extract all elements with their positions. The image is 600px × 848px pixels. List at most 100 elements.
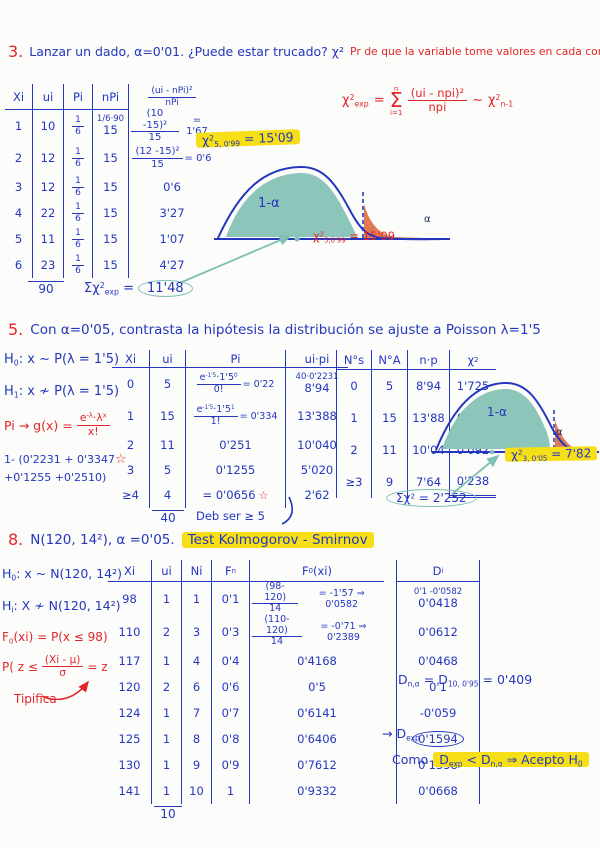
p3-chi-sum-value: 11'48 [137,280,193,297]
cell: 4 [150,482,186,508]
cell: 0 [336,370,372,402]
p8-title-row: 8. N(120, 14²), α =0'05. Test Kolmogorov… [8,530,374,549]
cell: 15 [93,142,129,174]
cell: 5 [5,226,33,252]
cell: 1 [152,752,182,778]
cell: 1/6·90 15 [93,110,129,142]
cell: 15 [150,400,186,432]
cell: 124 [108,700,152,726]
p5-critical-value-highlight: χ23, 0'05 = 7'82 [504,446,598,463]
column-header: Xi [112,350,150,368]
column-header: Ni [182,560,212,582]
column-header: N°A [372,350,408,370]
p8-como-label: Como [392,752,429,767]
cell: 0'3 [212,615,250,648]
cell: = 0'0656 ☆ [186,482,286,508]
cell: 1 [152,648,182,674]
cell: 0'8 [212,726,250,752]
cell: 0'1 [396,674,480,700]
cell: 0'1255 [186,457,286,482]
p8-standardize-formula: P( z ≤ (Xi - μ) σ = z [2,654,108,680]
cell: 15 [93,226,129,252]
p5-h0-hypothesis: H0: x ~ P(λ = 1'5) [4,352,120,368]
cell: 3 [112,457,150,482]
cell: 7 [182,700,212,726]
cell: 9 [372,466,408,498]
p8-conclusion-row: Como Dexp < Dn,α ⇒ Acepto H0 [392,752,589,768]
p8-ui-total: 10 [154,806,182,821]
p3-ui-total: 90 [28,281,64,296]
column-header: nPi [93,84,129,110]
cell: 6 [5,252,33,278]
cell: (110-120) 14 = -0'71 ⇒ 0'2389 [250,614,384,648]
p8-tipifica-label: Tipifica [14,692,57,706]
p5-chi-sum: Σχ2 = 2'252 [386,487,477,507]
p8-title: N(120, 14²), α =0'05. [30,531,175,548]
cell: 98 [108,582,152,615]
cell: 11 [150,432,186,457]
cell: 5'020 [300,462,334,477]
axis-point-dot [294,236,300,242]
column-header: (ui - nPi)² nPi [129,84,215,110]
p5-observed-table: Xi ui Pi ui·pi 0 5 e-1'5·1'50 0! = 0'22 4… [112,350,348,508]
cell: ≥4 [112,482,150,508]
cell: 4'27 [159,258,185,272]
column-header: Pi [186,350,286,368]
p8-dexp-pointer: → Dexp [382,726,420,743]
p3-critical-value-highlight: χ25, 0'99 = 15'09 [195,129,300,149]
p8-number: 8. [8,530,24,549]
cell: 0'4168 [297,654,337,668]
cell: 12 [33,142,64,174]
p8-f0-definition: F0(xi) = P(x ≤ 98) [2,630,108,646]
tipifica-arrow [41,680,89,700]
cell: 130 [108,752,152,778]
column-header: ui [150,350,186,368]
cell: 2 [152,674,182,700]
cell: 0'6406 [297,732,337,746]
cell: 11 [372,434,408,466]
cell: 0'1594 [396,726,480,752]
cell: 0'1 [212,582,250,615]
p5-title: Con α=0'05, contrasta la hipótesis la di… [30,321,541,338]
cell: 110 [108,615,152,648]
p5-tail-probability-calc: 1- (0'2231 + 0'3347☆ +0'1255 +0'2510) [4,452,127,484]
column-header: ui [152,560,182,582]
cell: (10 -15)² 15 = 1'67 [129,108,215,143]
cell: 0'6141 [297,706,337,720]
p3-critical-value-axis: χ25,0'99 = 15'09 [313,229,396,245]
cell: 1 [152,582,182,615]
cell: 15 [93,252,129,278]
cell: 2 [112,432,150,457]
cell: 5 [150,368,186,400]
cell: 120 [108,674,152,700]
cell: 1 [152,726,182,752]
cell: 10'040 [297,437,337,452]
cell: 5 [372,370,408,402]
p3-chi-square-curve [214,165,450,242]
cell: 22 [33,200,64,226]
cell: 0'6 [212,674,250,700]
cell: -0'059 [396,700,480,726]
cell: 13'388 [297,409,337,423]
p5-merge-note: Deb ser ≥ 5 [196,509,265,523]
merge-hook-curve [281,496,294,525]
cell: 2 [152,615,182,648]
cell: 8 [182,726,212,752]
cell: 0'1 -0'0582 0'0418 [396,582,480,615]
p3-comparison-arrow [181,235,292,283]
p3-curve-tail-label: α [424,214,431,225]
p3-curve-body-label: 1-α [258,196,280,211]
dexp-circled-value: 0'1594 [412,731,464,747]
p5-number: 5. [8,320,24,339]
p8-h0-hypothesis: H0: x ~ N(120, 14²) [2,566,123,583]
p3-number: 3. [8,42,24,61]
p5-curve-tail-label: α [556,427,563,438]
column-header: F 0 (xi) [250,560,384,582]
column-header: Pi [64,84,93,110]
column-header: Xi [5,84,33,110]
